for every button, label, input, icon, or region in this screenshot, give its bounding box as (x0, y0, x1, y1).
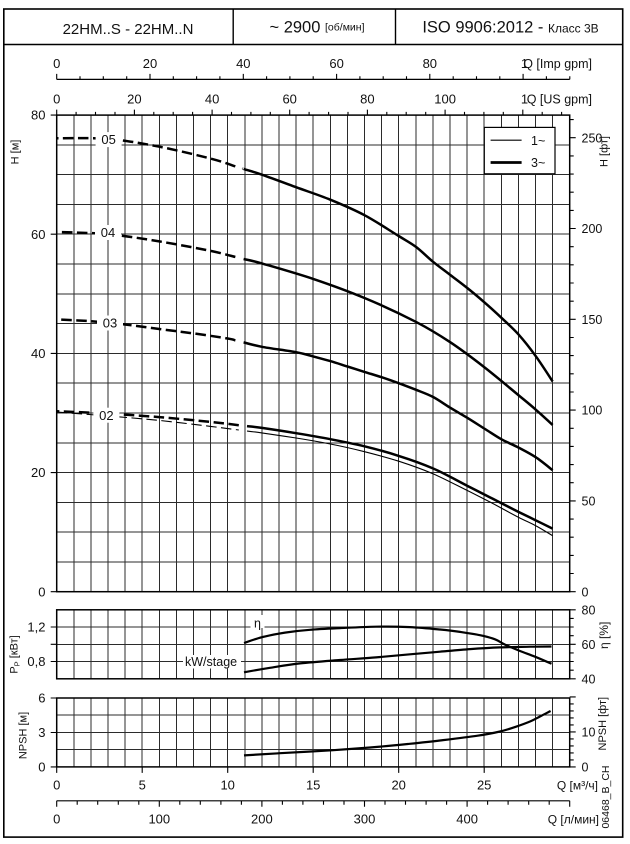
svg-text:20: 20 (143, 56, 157, 71)
svg-text:40: 40 (236, 56, 250, 71)
svg-text:100: 100 (582, 404, 603, 418)
svg-text:200: 200 (251, 811, 273, 826)
svg-text:60: 60 (329, 56, 343, 71)
svg-text:0: 0 (582, 761, 589, 775)
svg-text:NPSH [фт]: NPSH [фт] (597, 697, 609, 751)
svg-text:0: 0 (38, 584, 45, 599)
svg-text:100: 100 (148, 811, 170, 826)
svg-text:NPSH [м]: NPSH [м] (18, 712, 30, 759)
svg-text:H [м]: H [м] (10, 140, 22, 165)
svg-text:02: 02 (99, 408, 113, 423)
svg-text:0,8: 0,8 (27, 654, 45, 669)
svg-text:Q [л/мин]: Q [л/мин] (548, 812, 599, 826)
svg-text:1~: 1~ (531, 134, 545, 148)
svg-text:3: 3 (38, 725, 45, 740)
svg-text:6: 6 (38, 691, 45, 706)
svg-text:04: 04 (101, 225, 115, 240)
svg-text:400: 400 (456, 811, 478, 826)
svg-text:H [фт]: H [фт] (598, 136, 610, 167)
svg-text:20: 20 (391, 778, 405, 793)
svg-text:40: 40 (31, 346, 45, 361)
svg-text:0: 0 (53, 778, 60, 793)
svg-text:η [%]: η [%] (597, 622, 611, 649)
svg-text:10: 10 (582, 726, 596, 740)
svg-text:0: 0 (53, 811, 60, 826)
svg-text:0: 0 (38, 760, 45, 775)
svg-text:Q [US gpm]: Q [US gpm] (527, 92, 592, 106)
svg-text:80: 80 (423, 56, 437, 71)
svg-text:80: 80 (31, 108, 45, 123)
svg-text:kW/stage: kW/stage (185, 655, 237, 669)
svg-text:Q [Imp gpm]: Q [Imp gpm] (523, 57, 592, 71)
svg-text:0: 0 (53, 56, 60, 71)
svg-text:0: 0 (582, 585, 589, 599)
svg-text:Q [м³/ч]: Q [м³/ч] (557, 779, 598, 793)
svg-text:1: 1 (521, 56, 528, 71)
svg-text:PP [кВт]: PP [кВт] (9, 635, 22, 673)
svg-text:5: 5 (139, 778, 146, 793)
svg-text:100: 100 (434, 91, 456, 106)
svg-text:3~: 3~ (531, 156, 545, 170)
svg-text:η: η (254, 617, 261, 631)
svg-text:250: 250 (582, 131, 603, 145)
svg-text:150: 150 (582, 313, 603, 327)
svg-text:~ 2900 [об/мин]: ~ 2900 [об/мин] (269, 19, 364, 37)
svg-text:300: 300 (354, 811, 376, 826)
svg-text:40: 40 (582, 672, 596, 686)
svg-text:40: 40 (205, 91, 219, 106)
svg-text:80: 80 (360, 91, 374, 106)
svg-text:10: 10 (220, 778, 234, 793)
svg-text:20: 20 (127, 91, 141, 106)
svg-text:05: 05 (101, 132, 115, 147)
svg-text:60: 60 (282, 91, 296, 106)
svg-text:22HM..S - 22HM..N: 22HM..S - 22HM..N (63, 21, 194, 38)
svg-text:06468_B_CH: 06468_B_CH (600, 765, 612, 828)
svg-text:60: 60 (582, 638, 596, 652)
svg-text:15: 15 (306, 778, 320, 793)
svg-text:25: 25 (477, 778, 491, 793)
svg-text:03: 03 (103, 316, 117, 331)
svg-text:1: 1 (521, 91, 528, 106)
svg-text:200: 200 (582, 222, 603, 236)
svg-text:80: 80 (582, 603, 596, 617)
svg-text:50: 50 (582, 495, 596, 509)
svg-text:ISO 9906:2012 - Класс 3В: ISO 9906:2012 - Класс 3В (422, 19, 598, 37)
svg-text:1,2: 1,2 (27, 620, 45, 635)
svg-text:0: 0 (53, 91, 60, 106)
svg-text:20: 20 (31, 465, 45, 480)
svg-text:60: 60 (31, 227, 45, 242)
